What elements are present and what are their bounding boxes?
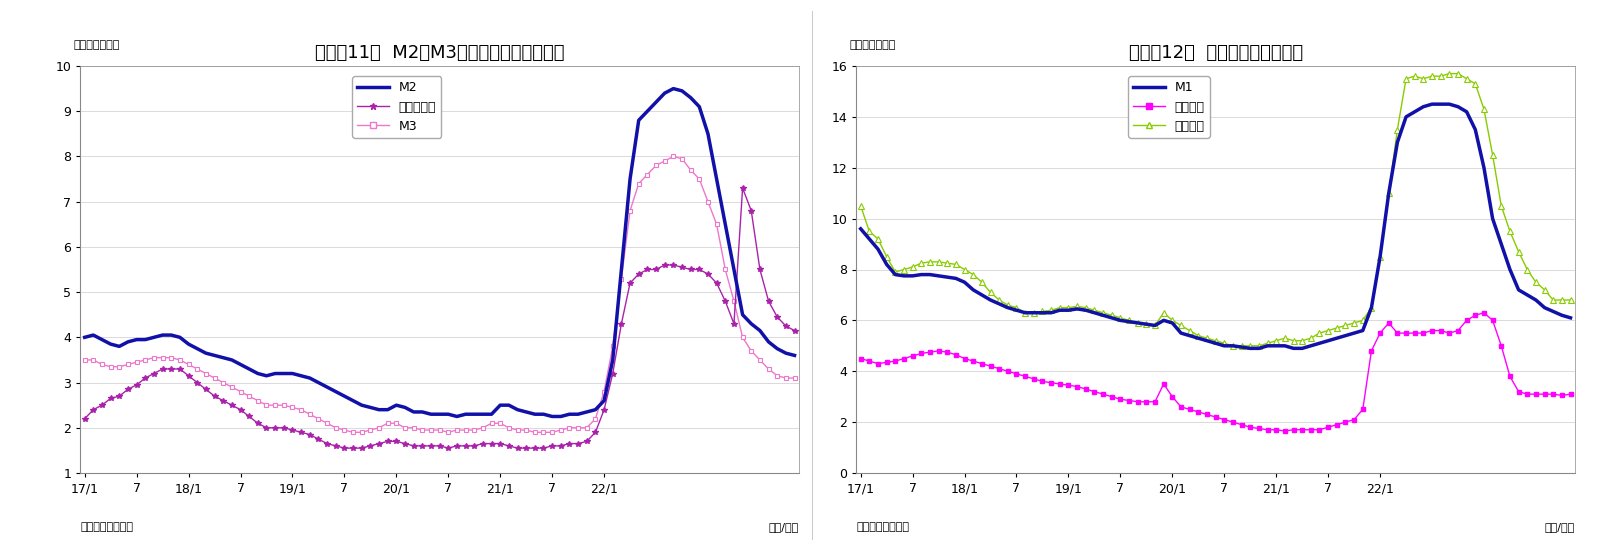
Text: （年/月）: （年/月） bbox=[1544, 522, 1575, 532]
Text: （資料）日本銀行: （資料）日本銀行 bbox=[80, 522, 133, 532]
Title: （図表11）  M2、M3、広義流動性の伸び率: （図表11） M2、M3、広義流動性の伸び率 bbox=[315, 43, 564, 62]
Legend: M2, 広義流動性, M3: M2, 広義流動性, M3 bbox=[352, 76, 442, 138]
Text: （年/月）: （年/月） bbox=[768, 522, 799, 532]
Text: （前年比、％）: （前年比、％） bbox=[848, 40, 895, 49]
Legend: M1, 現金通貨, 預金通貨: M1, 現金通貨, 預金通貨 bbox=[1128, 76, 1210, 138]
Text: （前年比、％）: （前年比、％） bbox=[74, 40, 119, 49]
Text: （資料）日本銀行: （資料）日本銀行 bbox=[857, 522, 910, 532]
Title: （図表12）  現金・預金の伸び率: （図表12） 現金・預金の伸び率 bbox=[1128, 43, 1303, 62]
